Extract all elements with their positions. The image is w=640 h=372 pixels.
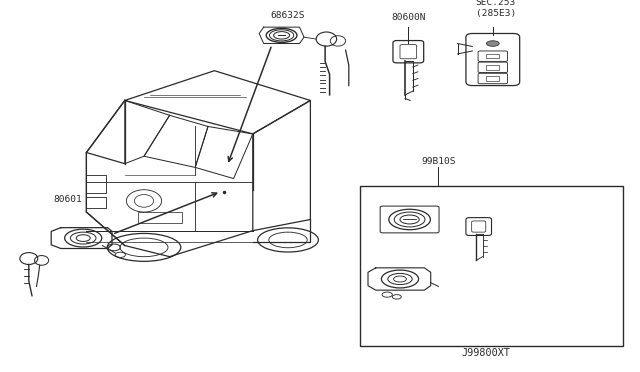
Bar xyxy=(138,212,182,223)
Bar xyxy=(486,65,499,70)
Text: 99B10S: 99B10S xyxy=(421,157,456,166)
Text: 68632S: 68632S xyxy=(271,12,305,20)
Text: J99800XT: J99800XT xyxy=(462,348,511,358)
Text: 80601: 80601 xyxy=(53,195,82,203)
Ellipse shape xyxy=(486,41,499,46)
Text: SEC.253
(285E3): SEC.253 (285E3) xyxy=(476,0,516,18)
Bar xyxy=(486,54,499,58)
Bar xyxy=(486,76,499,81)
Text: 80600N: 80600N xyxy=(391,13,426,22)
Bar xyxy=(360,186,623,346)
